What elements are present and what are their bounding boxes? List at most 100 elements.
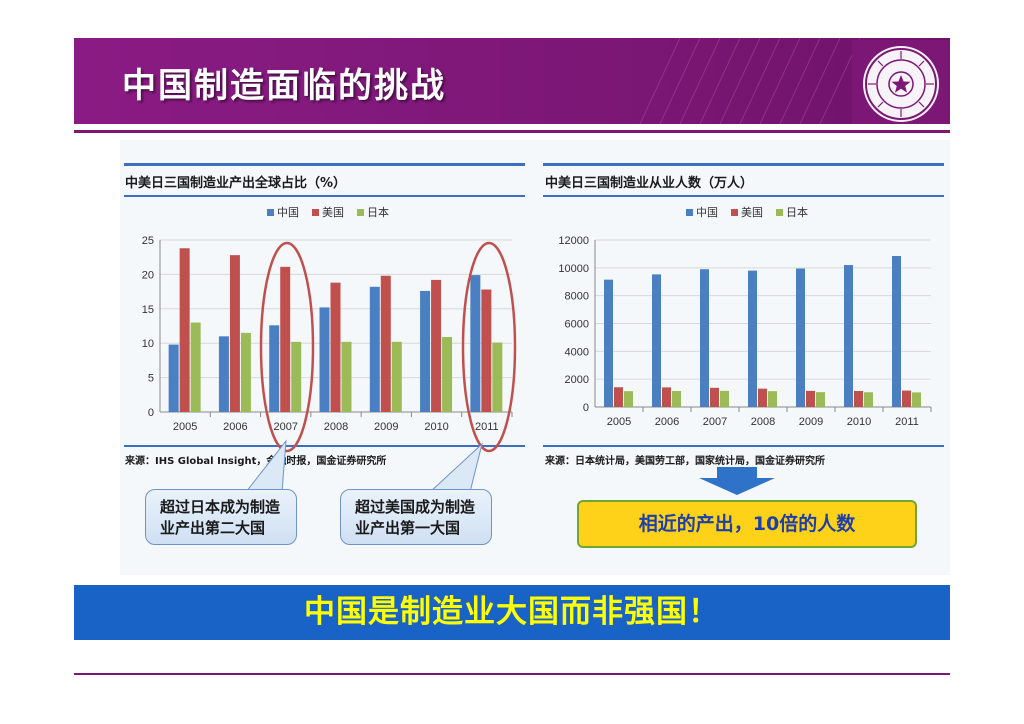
bar-美国-2007 [710, 387, 719, 407]
y-tick-label-0: 0 [583, 402, 589, 414]
slide-title: 中国制造面临的挑战 [122, 66, 446, 106]
bar-美国-2008 [758, 388, 767, 407]
x-tick-label-2009: 2009 [374, 421, 398, 433]
bar-中国-2008 [319, 307, 330, 412]
legend-swatch-2 [357, 209, 364, 216]
bar-美国-2010 [431, 279, 442, 412]
legend-swatch-0 [686, 209, 693, 216]
bar-中国-2006 [218, 336, 229, 412]
bar-中国-2011 [470, 275, 481, 412]
y-tick-label-10000: 10000 [558, 263, 589, 275]
bar-美国-2005 [614, 387, 623, 407]
bar-美国-2008 [330, 282, 341, 412]
bar-日本-2009 [816, 392, 825, 407]
callout-2-line-2: 业产出第一大国 [355, 519, 461, 537]
bar-日本-2005 [624, 391, 633, 407]
x-tick-label-2011: 2011 [475, 421, 499, 433]
bar-日本-2007 [720, 390, 729, 407]
down-arrow-icon [699, 467, 775, 495]
y-tick-label-10: 10 [142, 338, 154, 350]
right-title-rule-top [543, 163, 944, 166]
legend-swatch-0 [267, 209, 274, 216]
bar-中国-2009 [369, 286, 380, 412]
right-chart: 中国 美国 日本 0 2000 4000 6000 8000 10000 12000 2005 200… [558, 205, 932, 428]
footer-rule [74, 673, 950, 675]
bar-日本-2007 [291, 341, 302, 412]
bar-日本-2010 [442, 337, 453, 412]
bar-日本-2006 [240, 332, 251, 412]
x-tick-label-2011: 2011 [895, 416, 919, 428]
bar-日本-2009 [391, 341, 402, 412]
x-tick-label-2006: 2006 [655, 416, 679, 428]
right-chart-title: 中美日三国制造业从业人数（万人） [545, 176, 754, 191]
bar-美国-2007 [280, 266, 291, 412]
x-tick-label-2007: 2007 [703, 416, 727, 428]
x-tick-label-2007: 2007 [273, 421, 297, 433]
callout-pointer-2 [428, 442, 483, 493]
legend-label-2: 日本 [786, 205, 808, 219]
x-tick-label-2005: 2005 [607, 416, 631, 428]
right-title-rule-bottom [543, 195, 944, 197]
bar-日本-2008 [341, 341, 352, 412]
legend-label-0: 中国 [696, 206, 718, 219]
bar-中国-2011 [892, 256, 901, 407]
callout-2-line-1: 超过美国成为制造 [355, 498, 476, 516]
x-tick-label-2010: 2010 [424, 421, 448, 433]
x-tick-label-2010: 2010 [847, 416, 871, 428]
legend-swatch-2 [776, 209, 783, 216]
bar-美国-2011 [481, 289, 492, 412]
y-tick-label-2000: 2000 [565, 374, 589, 386]
bar-中国-2008 [748, 270, 757, 407]
y-tick-label-6000: 6000 [565, 319, 589, 331]
header-rule [74, 130, 950, 133]
x-tick-label-2008: 2008 [324, 421, 348, 433]
bar-中国-2006 [652, 274, 661, 407]
highlight-ellipse-2007 [259, 241, 315, 453]
callout-1-line-2: 业产出第二大国 [160, 519, 266, 537]
left-chart-title: 中美日三国制造业产出全球占比（%） [125, 176, 347, 191]
legend-label-1: 美国 [741, 206, 763, 219]
x-tick-label-2005: 2005 [173, 421, 197, 433]
y-tick-label-8000: 8000 [565, 291, 589, 303]
y-tick-label-4000: 4000 [565, 346, 589, 358]
right-chart-source: 来源：日本统计局，美国劳工部，国家统计局，国金证券研究所 [545, 456, 825, 467]
x-tick-label-2008: 2008 [751, 416, 775, 428]
highlight-message: 相近的产出，10倍的人数 [577, 500, 917, 548]
legend-label-1: 美国 [322, 206, 344, 219]
legend-label-0: 中国 [277, 206, 299, 219]
bar-日本-2011 [912, 392, 921, 407]
y-tick-label-12000: 12000 [558, 235, 589, 247]
conclusion-banner: 中国是制造业大国而非强国！ [74, 585, 950, 640]
university-seal-icon [852, 40, 950, 124]
bar-中国-2007 [269, 325, 280, 412]
legend-swatch-1 [312, 209, 319, 216]
callout-pointer-1 [244, 439, 287, 493]
bar-中国-2010 [844, 265, 853, 407]
bar-中国-2009 [796, 268, 805, 407]
y-tick-label-0: 0 [148, 407, 154, 419]
left-chart-source: 来源：IHS Global Insight，金融时报，国金证券研究所 [125, 456, 387, 467]
bar-日本-2006 [672, 390, 681, 407]
bar-日本-2008 [768, 391, 777, 407]
bar-日本-2010 [864, 392, 873, 407]
left-title-rule-bottom [124, 195, 525, 197]
highlight-ellipse-2011 [461, 241, 517, 453]
y-tick-label-15: 15 [142, 304, 154, 316]
bar-日本-2011 [492, 342, 503, 412]
banner-decoration [639, 38, 861, 124]
callout-largest: 超过美国成为制造 业产出第一大国 [340, 489, 492, 545]
bar-美国-2005 [179, 248, 190, 412]
left-chart: 中国 美国 日本 0 5 10 15 20 25 2005 2006 2007 2008 2009 2010… [142, 205, 513, 433]
y-tick-label-20: 20 [142, 269, 154, 281]
left-title-rule-top [124, 163, 525, 166]
legend-swatch-1 [731, 209, 738, 216]
x-tick-label-2009: 2009 [799, 416, 823, 428]
legend-label-2: 日本 [367, 205, 389, 219]
callout-second-largest: 超过日本成为制造 业产出第二大国 [145, 489, 297, 545]
bar-美国-2006 [662, 387, 671, 407]
bar-美国-2009 [380, 275, 391, 412]
y-tick-label-25: 25 [142, 235, 154, 247]
right-source-rule [543, 445, 944, 447]
bar-日本-2005 [190, 322, 201, 412]
bar-中国-2007 [700, 269, 709, 407]
